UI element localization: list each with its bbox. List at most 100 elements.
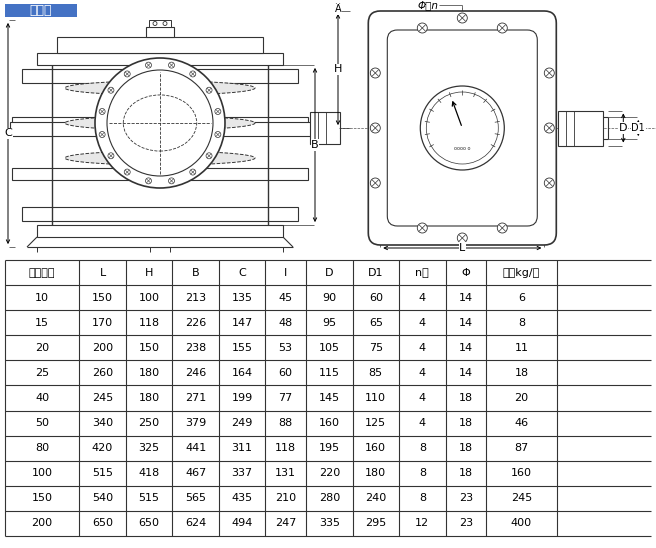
Circle shape [108, 153, 114, 159]
Text: 226: 226 [185, 318, 206, 328]
Text: 53: 53 [279, 343, 293, 353]
Text: I: I [284, 267, 287, 277]
Text: 245: 245 [92, 393, 113, 403]
Text: 110: 110 [365, 393, 386, 403]
Text: 100: 100 [31, 469, 52, 478]
Text: 160: 160 [511, 469, 532, 478]
Bar [558, 111, 604, 146]
Text: 240: 240 [365, 493, 386, 504]
Circle shape [206, 153, 212, 159]
Bar [12, 117, 308, 129]
Circle shape [457, 233, 467, 243]
Circle shape [544, 178, 554, 188]
Text: D: D [619, 123, 628, 133]
Circle shape [146, 62, 152, 68]
Ellipse shape [65, 116, 255, 130]
Text: 95: 95 [322, 318, 337, 328]
Text: n个: n个 [415, 267, 429, 277]
Bar [310, 112, 340, 144]
Text: 418: 418 [138, 469, 159, 478]
Text: 337: 337 [232, 469, 253, 478]
Circle shape [497, 223, 507, 233]
Text: L: L [100, 267, 106, 277]
Circle shape [95, 58, 225, 188]
Text: 12: 12 [415, 518, 430, 528]
Text: B: B [311, 140, 319, 150]
Circle shape [544, 123, 554, 133]
Text: 213: 213 [185, 293, 206, 302]
Text: 325: 325 [138, 443, 159, 453]
Circle shape [190, 71, 195, 77]
Text: 10: 10 [35, 293, 49, 302]
Text: 65: 65 [369, 318, 383, 328]
Text: 280: 280 [319, 493, 340, 504]
Bar [37, 53, 283, 65]
Text: 4: 4 [419, 293, 426, 302]
Circle shape [370, 178, 380, 188]
Text: 147: 147 [232, 318, 253, 328]
Text: H: H [145, 267, 154, 277]
Text: 515: 515 [138, 493, 159, 504]
Text: 260: 260 [92, 368, 113, 378]
Text: 23: 23 [459, 493, 473, 504]
Circle shape [420, 86, 504, 170]
Text: 200: 200 [92, 343, 113, 353]
Text: 4: 4 [419, 318, 426, 328]
Text: 50: 50 [35, 418, 49, 428]
Text: 60: 60 [369, 293, 383, 302]
Text: 23: 23 [459, 518, 473, 528]
Text: 565: 565 [185, 493, 206, 504]
Text: 238: 238 [185, 343, 206, 353]
Text: 80: 80 [35, 443, 49, 453]
Text: 160: 160 [365, 443, 386, 453]
Text: 14: 14 [459, 368, 473, 378]
Text: 624: 624 [185, 518, 206, 528]
Text: 60: 60 [279, 368, 293, 378]
Text: 4: 4 [419, 418, 426, 428]
Circle shape [153, 21, 157, 26]
Text: 90: 90 [322, 293, 337, 302]
Text: 150: 150 [31, 493, 52, 504]
Text: 335: 335 [319, 518, 340, 528]
Text: 115: 115 [319, 368, 340, 378]
Text: 180: 180 [138, 368, 159, 378]
Text: 88: 88 [279, 418, 293, 428]
Text: 250: 250 [138, 418, 159, 428]
Text: A: A [335, 4, 341, 14]
Text: 100: 100 [138, 293, 159, 302]
Text: 220: 220 [319, 469, 340, 478]
Text: 150: 150 [138, 343, 159, 353]
Text: 180: 180 [138, 393, 159, 403]
Text: 48: 48 [279, 318, 293, 328]
Bar [22, 207, 298, 221]
Text: 18: 18 [459, 469, 473, 478]
Text: 公称通径: 公称通径 [29, 267, 55, 277]
Circle shape [370, 123, 380, 133]
Text: 400: 400 [511, 518, 532, 528]
Text: 540: 540 [92, 493, 113, 504]
Circle shape [215, 132, 221, 138]
Text: 170: 170 [92, 318, 113, 328]
Text: 14: 14 [459, 293, 473, 302]
Text: 25: 25 [35, 368, 49, 378]
Text: 85: 85 [369, 368, 383, 378]
Text: L: L [459, 243, 465, 253]
Circle shape [370, 68, 380, 78]
Circle shape [169, 178, 174, 184]
Text: 311: 311 [232, 443, 253, 453]
Text: 249: 249 [232, 418, 253, 428]
Text: 125: 125 [365, 418, 386, 428]
Text: 77: 77 [279, 393, 293, 403]
Bar [146, 27, 174, 37]
Text: 14: 14 [459, 318, 473, 328]
Text: 8: 8 [419, 469, 426, 478]
Ellipse shape [65, 81, 255, 95]
Text: 200: 200 [31, 518, 52, 528]
Text: 40: 40 [35, 393, 49, 403]
Circle shape [497, 23, 507, 33]
Text: 87: 87 [514, 443, 529, 453]
Circle shape [190, 169, 195, 175]
Text: 199: 199 [232, 393, 253, 403]
Text: 4: 4 [419, 343, 426, 353]
Text: 246: 246 [185, 368, 206, 378]
